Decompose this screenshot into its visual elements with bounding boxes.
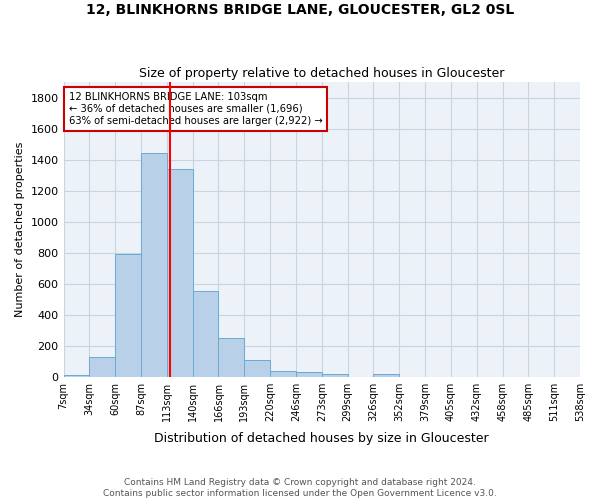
Bar bbox=[270, 371, 296, 376]
Text: Contains HM Land Registry data © Crown copyright and database right 2024.
Contai: Contains HM Land Registry data © Crown c… bbox=[103, 478, 497, 498]
Text: 12 BLINKHORNS BRIDGE LANE: 103sqm
← 36% of detached houses are smaller (1,696)
6: 12 BLINKHORNS BRIDGE LANE: 103sqm ← 36% … bbox=[69, 92, 322, 126]
X-axis label: Distribution of detached houses by size in Gloucester: Distribution of detached houses by size … bbox=[154, 432, 489, 445]
Y-axis label: Number of detached properties: Number of detached properties bbox=[15, 142, 25, 317]
Bar bbox=[115, 254, 141, 376]
Title: Size of property relative to detached houses in Gloucester: Size of property relative to detached ho… bbox=[139, 66, 505, 80]
Bar bbox=[296, 372, 322, 376]
Bar bbox=[218, 338, 244, 376]
Bar bbox=[193, 292, 218, 376]
Bar bbox=[244, 360, 270, 376]
Bar bbox=[322, 374, 347, 376]
Bar bbox=[373, 374, 399, 376]
Bar bbox=[64, 375, 89, 376]
Bar bbox=[167, 169, 193, 376]
Bar bbox=[141, 154, 167, 376]
Text: 12, BLINKHORNS BRIDGE LANE, GLOUCESTER, GL2 0SL: 12, BLINKHORNS BRIDGE LANE, GLOUCESTER, … bbox=[86, 2, 514, 16]
Bar bbox=[89, 358, 115, 376]
